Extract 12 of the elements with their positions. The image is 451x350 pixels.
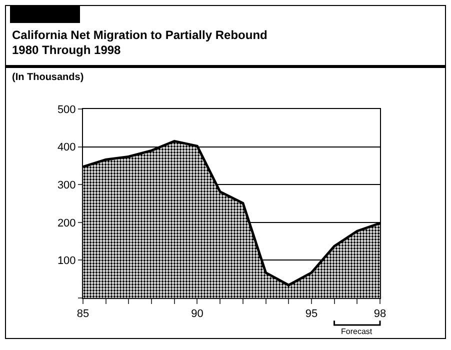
y-tick-label: 200 (57, 217, 76, 230)
y-tick-label: 400 (57, 142, 76, 154)
x-tick-label: 95 (305, 308, 318, 320)
x-tick-label: 98 (374, 308, 386, 320)
y-tick-label: 300 (57, 179, 76, 192)
chart-title: California Net Migration to Partially Rebound 1980 Through 1998 (12, 28, 268, 58)
y-axis-title: (In Thousands) (12, 72, 84, 83)
x-tick-label: 90 (191, 308, 204, 320)
text: Forecast (341, 327, 373, 336)
y-tick-label: 500 (57, 104, 76, 116)
x-tick-label: 85 (76, 308, 90, 320)
y-tick-label: 100 (57, 255, 76, 268)
